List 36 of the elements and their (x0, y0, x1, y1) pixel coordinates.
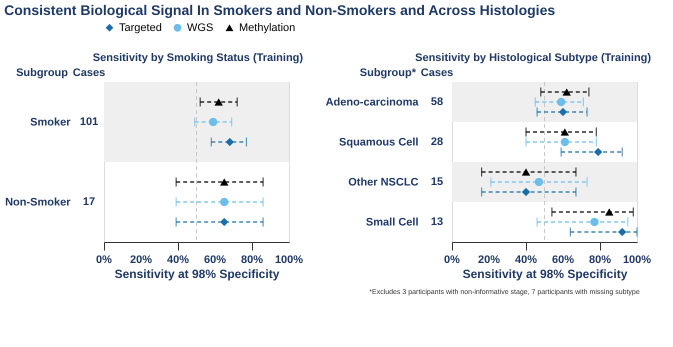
y-axis-title: Subgroup (16, 67, 68, 79)
y2-axis-title: Cases (420, 67, 454, 79)
x-tick-label: 100% (622, 254, 652, 266)
x-axis-title: Sensitivity at 98% Specificity (462, 267, 628, 281)
y-axis-title: Subgroup* (360, 67, 417, 79)
x-tick-label: 80% (588, 254, 612, 266)
x-tick-label: 40% (514, 254, 538, 266)
y2-tick-label: 101 (80, 116, 98, 128)
legend-label: WGS (187, 22, 214, 34)
x-axis-title: Sensitivity at 98% Specificity (114, 267, 280, 281)
y2-tick-label: 28 (430, 136, 444, 148)
y-tick-label: Non-Smoker (5, 196, 72, 208)
y2-tick-label: 17 (82, 196, 96, 208)
x-tick-label: 0% (96, 254, 112, 266)
chart-subtitle: Sensitivity by Smoking Status (Training) (92, 52, 304, 64)
chart-subtitle: Sensitivity by Histological Subtype (Training) (415, 52, 652, 64)
y-tick-label: Smoker (30, 116, 72, 128)
y-tick-label: Squamous Cell (339, 136, 418, 148)
x-tick-label: 100% (274, 254, 304, 266)
chart-title: Consistent Biological Signal In Smokers and Non-Smokers and Across Histologies (4, 2, 556, 18)
y-tick-label: Other NSCLC (348, 176, 419, 188)
y-tick-label: Adeno-carcinoma (326, 96, 420, 108)
y-tick-label: Small Cell (366, 216, 418, 228)
y2-tick-label: 13 (430, 216, 444, 228)
y2-tick-label: 15 (430, 176, 444, 188)
legend-label: Methylation (239, 22, 296, 34)
x-tick-label: 60% (552, 254, 574, 266)
legend-label: Targeted (119, 22, 162, 34)
x-tick-label: 0% (444, 254, 460, 266)
x-tick-label: 60% (204, 254, 226, 266)
x-tick-label: 20% (478, 254, 500, 266)
x-tick-label: 40% (166, 254, 190, 266)
y2-tick-label: 58 (430, 96, 444, 108)
x-tick-label: 20% (130, 254, 152, 266)
x-tick-label: 80% (240, 254, 264, 266)
y2-axis-title: Cases (72, 67, 106, 79)
